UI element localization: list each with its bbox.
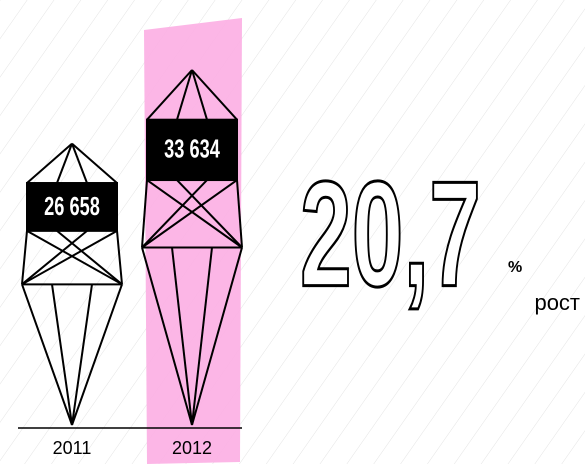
diamond-edge [191, 247, 243, 426]
diamond-edge [146, 69, 193, 121]
diamond [141, 69, 243, 426]
diamond-edge [71, 142, 118, 184]
growth: 20,7 [299, 150, 482, 319]
x-tick-label: 2012 [172, 438, 212, 458]
diamond-edge [21, 283, 73, 426]
highlight-brush [144, 18, 242, 464]
value-label: 33 634 [164, 135, 220, 164]
diamond-edge [21, 230, 88, 286]
x-tick-label: 2011 [53, 438, 92, 458]
diamond-edge [71, 283, 123, 426]
growth-label: рост [534, 290, 580, 315]
diamond-edge [171, 247, 193, 426]
growth-unit: % [508, 259, 522, 276]
diamond-edge [191, 69, 208, 120]
diamond-edge [51, 284, 73, 426]
diamond-edge [26, 229, 123, 286]
value-box [146, 118, 238, 182]
diamond-edge [236, 179, 243, 248]
diamond-edge [141, 179, 148, 248]
diamond-edge [56, 230, 123, 286]
diamond-edge [56, 143, 73, 184]
growth-value: 20,7 [300, 151, 481, 318]
plot: 26 658 33 634 [21, 18, 243, 464]
diamond-edge [71, 143, 88, 184]
diamond-edge [141, 179, 208, 249]
diamond-edge [191, 69, 238, 121]
diamond-edge [21, 229, 118, 286]
diamond-edge [116, 230, 123, 285]
diamond-edge [191, 247, 213, 426]
value-label: 26 658 [44, 192, 100, 221]
diamond-edge [21, 230, 28, 285]
diamond-edge [26, 142, 73, 184]
diamond-edge [146, 179, 243, 249]
diamond-edge [176, 179, 243, 249]
diamond-edge [176, 69, 193, 120]
value-box [26, 182, 118, 232]
diamond-edge [71, 284, 93, 426]
diamond-edge [141, 179, 238, 249]
diamond-edge [141, 247, 193, 426]
diamond [21, 142, 123, 426]
